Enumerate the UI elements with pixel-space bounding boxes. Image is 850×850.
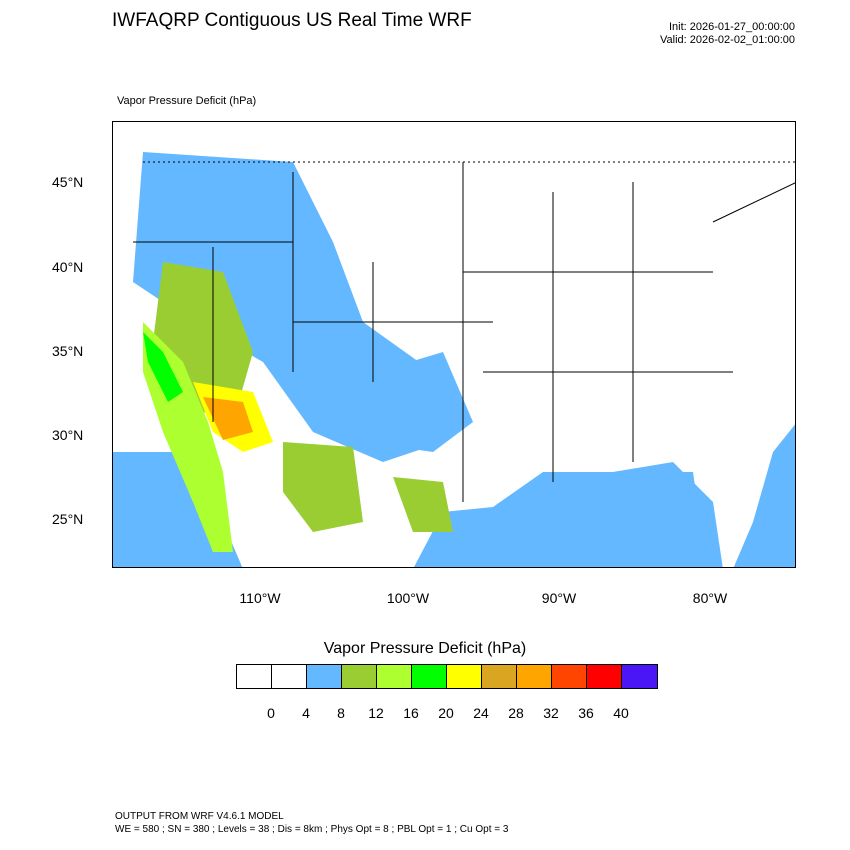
south-texas-dry-area	[393, 477, 453, 532]
legend-swatch	[307, 665, 342, 688]
legend-tick-label: 32	[543, 705, 559, 721]
legend-tick-label: 8	[337, 705, 345, 721]
legend-tick-label: 12	[368, 705, 384, 721]
texas-moist-area	[343, 352, 473, 452]
legend-swatch	[412, 665, 447, 688]
valid-time: Valid: 2026-02-02_01:00:00	[660, 34, 795, 46]
legend-swatch	[377, 665, 412, 688]
legend-swatch	[622, 665, 657, 688]
map-panel	[112, 121, 796, 568]
boundary-lines	[133, 161, 795, 502]
mexico-dry-area	[283, 442, 363, 532]
legend-swatch	[587, 665, 622, 688]
legend-colorbar	[236, 664, 658, 689]
legend-tick-label: 36	[578, 705, 594, 721]
lon-label-80: 80°W	[692, 590, 728, 606]
footer-config: WE = 580 ; SN = 380 ; Levels = 38 ; Dis …	[115, 824, 509, 835]
legend-tick-label: 20	[438, 705, 454, 721]
legend-swatch	[552, 665, 587, 688]
map-svg	[113, 152, 795, 567]
desert-hot-area	[203, 397, 253, 440]
lat-label-25: 25°N	[52, 511, 84, 527]
lon-label-90: 90°W	[541, 590, 577, 606]
florida-moist-area	[668, 472, 703, 547]
init-time: Init: 2026-01-27_00:00:00	[669, 21, 795, 33]
gulf-moist-area	[414, 462, 723, 567]
legend-swatch	[482, 665, 517, 688]
legend-tick-label: 40	[613, 705, 629, 721]
chart-title: IWFAQRP Contiguous US Real Time WRF	[112, 10, 472, 31]
legend-swatch	[517, 665, 552, 688]
lat-label-40: 40°N	[52, 259, 84, 275]
lat-label-45: 45°N	[52, 174, 84, 190]
legend-swatch	[342, 665, 377, 688]
legend-tick-label: 0	[267, 705, 275, 721]
field-label: Vapor Pressure Deficit (hPa)	[117, 95, 257, 107]
lat-label-35: 35°N	[52, 343, 84, 359]
lon-label-100: 100°W	[386, 590, 430, 606]
footer-model: OUTPUT FROM WRF V4.6.1 MODEL	[115, 811, 284, 822]
legend-tick-label: 24	[473, 705, 489, 721]
lat-label-30: 30°N	[52, 427, 84, 443]
central-valley-dry-area	[143, 332, 183, 402]
legend-swatch	[272, 665, 307, 688]
legend-tick-label: 4	[302, 705, 310, 721]
legend-tick-label: 16	[403, 705, 419, 721]
atlantic-moist-area	[733, 424, 795, 567]
legend-swatch	[237, 665, 272, 688]
lon-label-110: 110°W	[239, 590, 281, 606]
legend-tick-label: 28	[508, 705, 524, 721]
legend-title: Vapor Pressure Deficit (hPa)	[323, 640, 527, 657]
great-basin-dry-area	[153, 262, 253, 422]
legend-swatch	[447, 665, 482, 688]
